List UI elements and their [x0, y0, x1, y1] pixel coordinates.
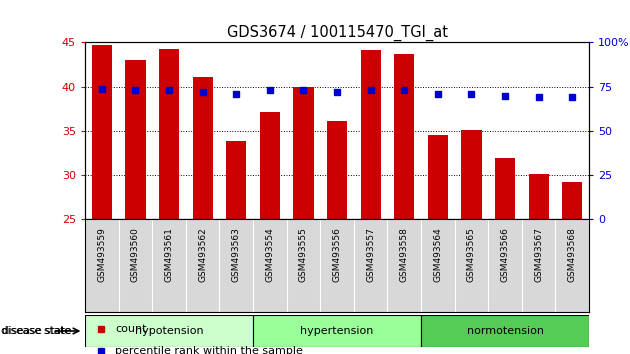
Text: GSM493556: GSM493556: [333, 227, 341, 282]
Bar: [495, 158, 515, 219]
Bar: [421, 315, 589, 347]
Bar: [125, 60, 146, 219]
Text: hypotension: hypotension: [135, 326, 203, 336]
Bar: [85, 315, 253, 347]
Bar: [461, 130, 481, 219]
Text: GSM493557: GSM493557: [366, 227, 375, 282]
Bar: [294, 87, 314, 219]
Bar: [260, 112, 280, 219]
Text: GSM493565: GSM493565: [467, 227, 476, 282]
Bar: [529, 174, 549, 219]
Text: GSM493568: GSM493568: [568, 227, 576, 282]
Bar: [193, 77, 213, 219]
Text: hypertension: hypertension: [301, 326, 374, 336]
Bar: [253, 315, 421, 347]
Bar: [159, 48, 179, 219]
Bar: [428, 135, 448, 219]
Text: GSM493554: GSM493554: [265, 227, 274, 281]
Text: GSM493561: GSM493561: [164, 227, 173, 282]
Text: GSM493566: GSM493566: [501, 227, 510, 282]
Bar: [360, 50, 381, 219]
Bar: [394, 54, 415, 219]
Text: disease state: disease state: [1, 326, 73, 336]
Title: GDS3674 / 100115470_TGI_at: GDS3674 / 100115470_TGI_at: [227, 25, 447, 41]
Bar: [327, 121, 347, 219]
Text: percentile rank within the sample: percentile rank within the sample: [115, 346, 303, 354]
Bar: [562, 182, 582, 219]
Text: GSM493560: GSM493560: [131, 227, 140, 282]
Bar: [226, 141, 246, 219]
Text: GSM493563: GSM493563: [232, 227, 241, 282]
Text: GSM493555: GSM493555: [299, 227, 308, 282]
Text: GSM493564: GSM493564: [433, 227, 442, 281]
Text: normotension: normotension: [467, 326, 544, 336]
Text: GSM493567: GSM493567: [534, 227, 543, 282]
Text: GSM493559: GSM493559: [98, 227, 106, 282]
Text: GSM493558: GSM493558: [400, 227, 409, 282]
Text: count: count: [115, 324, 146, 334]
Text: disease state: disease state: [2, 326, 71, 336]
Bar: [92, 45, 112, 219]
Text: GSM493562: GSM493562: [198, 227, 207, 281]
